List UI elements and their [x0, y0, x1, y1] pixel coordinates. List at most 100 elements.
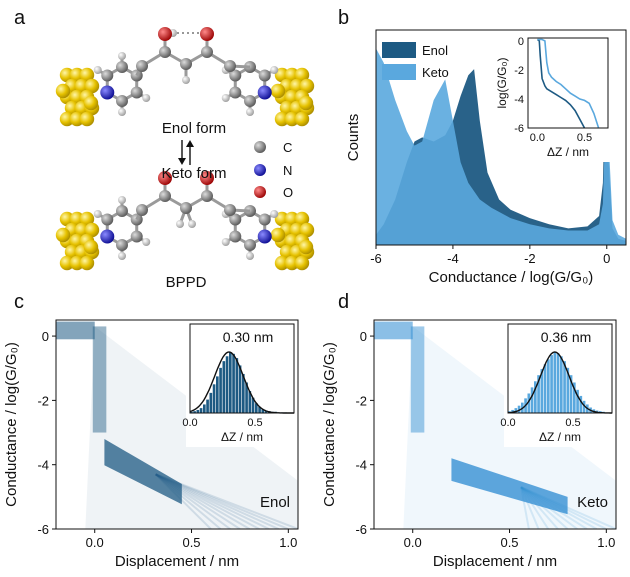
y-axis-label: Conductance / log(G/G₀) [321, 342, 338, 507]
x-axis-label: Conductance / log(G/G₀) [429, 269, 594, 286]
inset-y-tick-label: -6 [514, 123, 524, 135]
inset-x-axis-label: ΔZ / nm [547, 145, 589, 159]
molecule-illustration [55, 27, 315, 271]
y-tick-label: 0 [42, 329, 49, 344]
inset-histogram-bar [582, 400, 586, 413]
inset-x-tick-label: 0.5 [565, 417, 580, 429]
x-tick-label: 0.0 [404, 535, 422, 550]
trace-tail [155, 473, 251, 529]
inset-x-tick-label: 0.5 [247, 417, 262, 429]
inset-histogram-bar [255, 403, 258, 413]
inset-histogram-bar [550, 355, 553, 413]
inset-histogram-bar [511, 409, 514, 413]
inset-peak-annotation: 0.36 nm [541, 329, 592, 345]
plot-frame [373, 319, 617, 530]
trace-tail [155, 473, 270, 529]
gold-electrode-right-bottom [270, 211, 315, 271]
inset-histogram-bar [251, 397, 255, 413]
inset-histogram-bar [261, 409, 265, 413]
inset-x-tick-label: 0.5 [577, 132, 592, 144]
inset-histogram-bar [537, 375, 540, 413]
inset-histogram-bar [199, 408, 203, 413]
trace-tail [520, 486, 598, 529]
inset-histogram-bar [212, 384, 216, 413]
inset-y-tick-label: -2 [514, 65, 524, 77]
trace-tail [520, 486, 616, 529]
enol-form-label: Enol form [162, 120, 226, 137]
keto-form-label: Keto form [161, 165, 226, 182]
y-tick-label: -6 [355, 522, 367, 537]
inset-x-tick-label: 0.0 [182, 417, 197, 429]
inset-histogram-bar [563, 361, 566, 413]
inset-histogram-bar [530, 387, 534, 413]
inset-histogram-bar [553, 352, 557, 413]
gold-electrode-left-bottom [55, 211, 100, 271]
trace-tail [520, 486, 540, 529]
x-tick-label: 0.5 [182, 535, 200, 550]
inset-x-axis-label: ΔZ / nm [539, 430, 581, 444]
inset-histogram-bar [573, 382, 576, 413]
inset-histogram-bar [193, 411, 196, 413]
carbon-legend-icon [254, 141, 266, 153]
equilibrium-arrows-icon [178, 140, 194, 165]
legend-label-keto: Keto [422, 65, 449, 80]
rupture-drop [92, 326, 107, 433]
inset-histogram-bar [543, 364, 547, 413]
inset-histogram-bar [264, 410, 268, 413]
inset-histogram-bar [219, 367, 222, 413]
trace-tail [155, 473, 231, 529]
inset-histogram-bar [235, 358, 239, 413]
inset-histogram-bar [229, 352, 232, 413]
inset-x-tick-label: 0.0 [530, 132, 545, 144]
x-tick-label: 1.0 [597, 535, 615, 550]
nitrogen-legend-label: N [283, 163, 292, 178]
inset-x-tick-label: 0.0 [500, 417, 515, 429]
inset-histogram-bar [579, 395, 583, 413]
plot-frame [375, 29, 627, 246]
oxygen-legend-icon [254, 186, 266, 198]
y-tick-label: -4 [37, 458, 49, 473]
inset-frame [189, 323, 295, 414]
inset-histogram-bar [222, 361, 226, 413]
contact-plateau [374, 321, 413, 340]
inset-histogram-bar [527, 393, 531, 413]
gold-electrode-right-top [270, 67, 315, 127]
y-tick-label: -2 [355, 393, 367, 408]
inset-histogram-bar [245, 382, 248, 413]
nitrogen-legend-icon [254, 164, 266, 176]
trace-tail [155, 473, 222, 529]
gold-electrode-left-top [55, 67, 100, 127]
panel-letter-d: d [338, 291, 349, 313]
panel-letter-c: c [14, 291, 24, 313]
carbon-legend-label: C [283, 140, 292, 155]
y-tick-label: -2 [37, 393, 49, 408]
x-tick-label: 0.0 [86, 535, 104, 550]
inset-y-tick-label: -4 [514, 94, 524, 106]
molecule-name-label: BPPD [166, 274, 207, 291]
inset-x-axis-label: ΔZ / nm [221, 430, 263, 444]
trace-tail [155, 473, 260, 529]
inset-histogram-bar [569, 375, 573, 413]
inset-gaussian-fit [507, 351, 612, 414]
trace-tail [520, 486, 578, 529]
inset-histogram-bar [238, 365, 242, 413]
panel-letter-a: a [14, 7, 26, 29]
inset-histogram-bar [576, 389, 579, 413]
trace-tail [520, 486, 550, 529]
inset-y-axis-label: log(G/G₀) [495, 58, 509, 109]
inset-histogram-bar [560, 356, 563, 413]
inset-histogram-bar [534, 381, 537, 413]
inset-histogram-bar [248, 391, 252, 413]
area-series-keto [376, 48, 626, 245]
inset-y-tick-label: 0 [518, 36, 524, 48]
inset-histogram-bar [514, 408, 518, 413]
trace-tail [520, 486, 588, 529]
x-tick-label: -4 [447, 251, 459, 266]
inset-trace-enol [536, 38, 586, 129]
trace-tail [155, 473, 298, 529]
x-tick-label: 1.0 [279, 535, 297, 550]
inset-histogram-bar [547, 359, 550, 413]
trace-tail [155, 473, 280, 529]
x-axis-label: Displacement / nm [433, 553, 557, 570]
